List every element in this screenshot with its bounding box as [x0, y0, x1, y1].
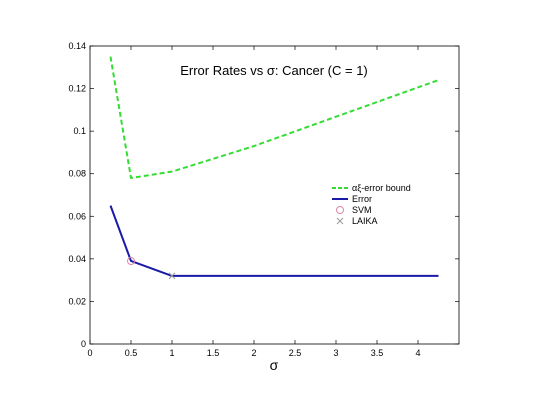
x-tick-label: 1 [169, 348, 174, 358]
axis-ticks: 0 0.5 1 1.5 2 2.5 3 3.5 4 0 0.02 0.04 0.06 0.08 0.1 0.1… [68, 41, 459, 358]
x-tick-label: 1.5 [207, 348, 220, 358]
x-tick-label: 0 [87, 348, 92, 358]
y-tick-label: 0.08 [68, 169, 86, 179]
series-line [109, 56, 439, 179]
legend-label: LAIKA [352, 216, 378, 226]
legend-label: αξ-error bound [352, 183, 411, 193]
laika-point [168, 272, 176, 280]
laika-point-stroke [168, 272, 176, 280]
x-tick-label: 3.5 [371, 348, 384, 358]
legend-swatch [336, 206, 344, 214]
x-tick-label: 4 [415, 348, 420, 358]
chart-title: Error Rates vs σ: Cancer (C = 1) [180, 63, 368, 78]
y-tick-label: 0.02 [68, 296, 86, 306]
y-tick-label: 0 [81, 339, 86, 349]
plot-frame [89, 45, 460, 345]
x-axis-label: σ [270, 357, 279, 373]
legend-label: Error [352, 194, 372, 204]
y-tick-label: 0.12 [68, 84, 86, 94]
y-tick-label: 0.1 [73, 126, 86, 136]
legend-swatch-stroke [336, 217, 344, 225]
legend-box [329, 181, 415, 229]
y-tick-label: 0.04 [68, 254, 86, 264]
legend-label: SVM [352, 205, 372, 215]
x-tick-label: 2 [251, 348, 256, 358]
series-layer [109, 56, 439, 280]
y-tick-label: 0.14 [68, 41, 86, 51]
svm-point [127, 256, 135, 265]
x-tick-label: 0.5 [125, 348, 138, 358]
x-tick-label: 3 [333, 348, 338, 358]
y-tick-label: 0.06 [68, 211, 86, 221]
legend-swatch [336, 217, 344, 225]
x-tick-label: 2.5 [289, 348, 302, 358]
